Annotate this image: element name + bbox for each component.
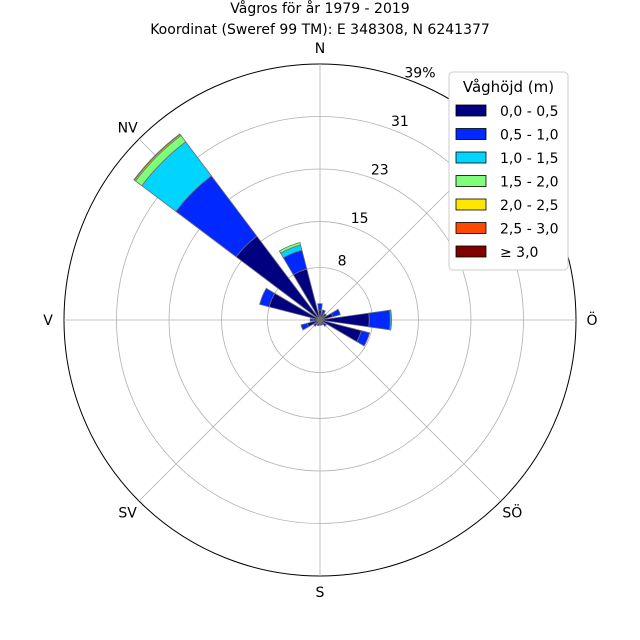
bar-segment: [259, 287, 276, 308]
chart-title: Vågros för år 1979 - 2019: [230, 0, 409, 17]
legend: Våghöjd (m) 0,0 - 0,5 0,5 - 1,0 1,0 - 1,5 1…: [448, 71, 569, 271]
legend-label: 0,0 - 0,5: [500, 104, 558, 120]
bar-segment: [278, 241, 302, 254]
bar-segment: [320, 322, 324, 326]
direction-label: N: [315, 41, 325, 57]
legend-swatch: [455, 128, 487, 140]
bar-segment: [313, 322, 318, 327]
bar-segment: [300, 322, 310, 331]
bar-segment: [330, 308, 341, 318]
bar-segment: [356, 330, 371, 347]
legend-swatch: [455, 104, 487, 117]
legend-swatch: [455, 222, 487, 234]
bar-segment: [133, 133, 181, 181]
legend-swatch: [455, 198, 487, 211]
legend-label: 1,0 - 1,5: [500, 151, 558, 167]
direction-label: SV: [118, 505, 137, 521]
radial-tick-label: 23: [371, 163, 389, 179]
bar-segment: [322, 322, 327, 327]
legend-box: [448, 71, 569, 271]
bar-segment: [318, 322, 322, 326]
direction-label: S: [316, 585, 325, 601]
radial-tick-label: 39%: [404, 65, 435, 81]
bar-segment: [368, 309, 391, 331]
direction-label: Ö: [586, 311, 597, 329]
bar-segment: [316, 322, 320, 327]
grid-spoke: [138, 319, 321, 502]
radial-tick-label: 8: [338, 253, 347, 269]
radial-tick-label: 15: [351, 211, 369, 227]
legend-label: 1,5 - 2,0: [500, 175, 558, 191]
legend-label: 0,5 - 1,0: [500, 128, 558, 144]
legend-swatch: [455, 175, 487, 187]
legend-title: Våghöjd (m): [463, 78, 554, 96]
grid-spoke: [319, 319, 502, 502]
bar-segment: [317, 303, 323, 311]
bar-segment: [389, 309, 392, 331]
chart-subtitle: Koordinat (Sweref 99 TM): E 348308, N 62…: [150, 22, 490, 38]
radial-tick-labels: 8 15 23 31 39%: [338, 65, 436, 269]
wave-bars: [133, 133, 392, 347]
legend-label: 2,5 - 3,0: [500, 222, 558, 238]
legend-label: 2,0 - 2,5: [500, 198, 558, 214]
legend-label: ≥ 3,0: [500, 245, 538, 261]
legend-swatch: [455, 151, 487, 164]
bar-segment: [321, 309, 326, 315]
direction-label: SÖ: [502, 503, 522, 521]
direction-label: NV: [118, 121, 138, 137]
bar-segment: [309, 318, 314, 322]
bar-segment: [322, 313, 327, 318]
direction-label: V: [43, 313, 53, 329]
radial-tick-label: 31: [391, 114, 409, 130]
legend-swatch: [455, 245, 487, 258]
